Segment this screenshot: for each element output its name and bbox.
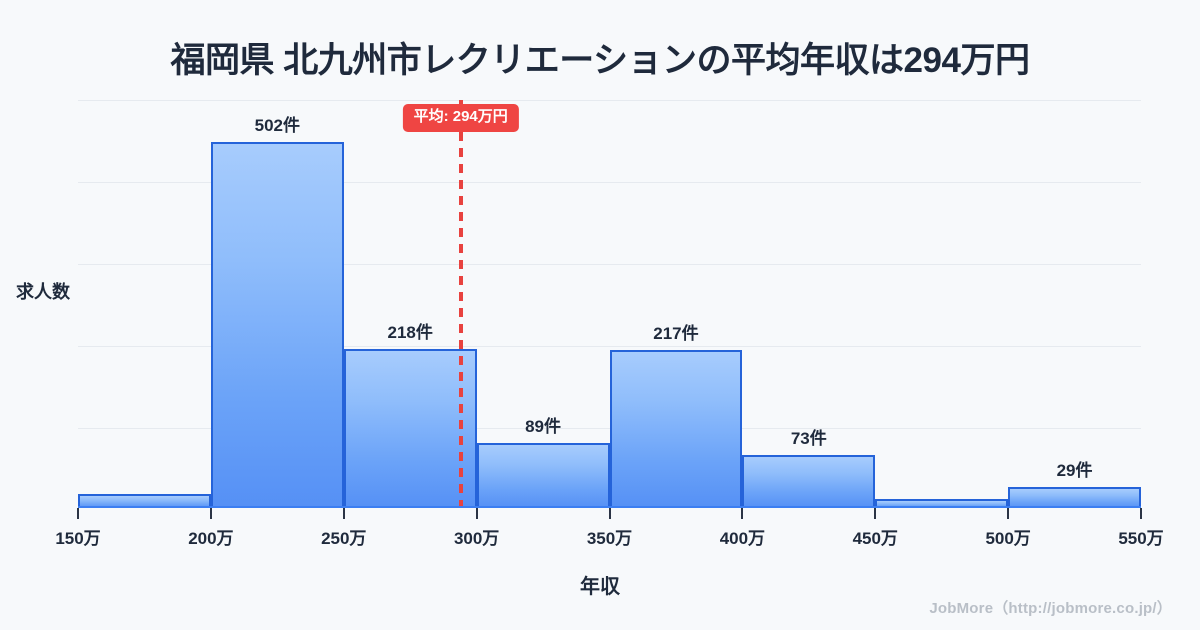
bar xyxy=(875,498,1009,508)
bar-value-label: 89件 xyxy=(525,417,562,437)
gridline xyxy=(78,100,1141,101)
average-badge: 平均: 294万円 xyxy=(402,104,519,132)
x-axis-tick-label: 550万 xyxy=(1118,529,1164,548)
bar xyxy=(343,349,477,508)
bar-value-label: 217件 xyxy=(653,323,699,343)
page-title: 福岡県 北九州市レクリエーションの平均年収は294万円 xyxy=(170,41,1030,80)
x-axis-tick xyxy=(608,508,611,519)
bar xyxy=(742,454,876,508)
bar-value-label: 29件 xyxy=(1056,460,1093,480)
plot-area: 502件 218件 89件 217件 73件 29件 xyxy=(78,100,1141,508)
watermark: JobMore（http://jobmore.co.jp/） xyxy=(929,600,1172,617)
x-axis-tick-label: 500万 xyxy=(985,529,1031,548)
bar xyxy=(1008,486,1141,508)
x-axis-tick-label: 450万 xyxy=(852,529,898,548)
x-axis-tick-label: 400万 xyxy=(719,529,766,548)
bar xyxy=(609,349,743,508)
x-axis-tick-label: 300万 xyxy=(453,529,500,548)
x-axis-baseline xyxy=(78,506,1141,508)
x-axis-tick xyxy=(1140,508,1142,519)
x-axis-tick-label: 150万 xyxy=(55,529,101,548)
gridline xyxy=(78,264,1141,265)
x-axis-tick-label: 250万 xyxy=(321,529,367,548)
x-axis-tick xyxy=(342,508,345,519)
bar-value-label: 218件 xyxy=(387,323,433,343)
bar-value-label: 73件 xyxy=(790,428,827,448)
x-axis-title: 年収 xyxy=(580,576,620,598)
bar xyxy=(210,142,344,508)
x-axis-tick-label: 200万 xyxy=(188,529,234,548)
x-axis-tick xyxy=(77,508,79,519)
x-axis-tick xyxy=(209,508,212,519)
gridline xyxy=(78,346,1141,347)
x-axis-tick-label: 350万 xyxy=(586,529,633,548)
y-axis-title: 求人数 xyxy=(16,282,70,302)
x-axis-tick xyxy=(874,508,877,519)
average-line xyxy=(458,100,463,508)
bar xyxy=(78,494,211,508)
gridline xyxy=(78,182,1141,183)
x-axis-tick xyxy=(1007,508,1010,519)
bar xyxy=(476,443,610,508)
x-axis-tick xyxy=(741,508,744,519)
x-axis-tick xyxy=(475,508,478,519)
bar-value-label: 502件 xyxy=(254,116,300,136)
bar-series: 502件 218件 89件 217件 73件 29件 xyxy=(78,100,1141,508)
